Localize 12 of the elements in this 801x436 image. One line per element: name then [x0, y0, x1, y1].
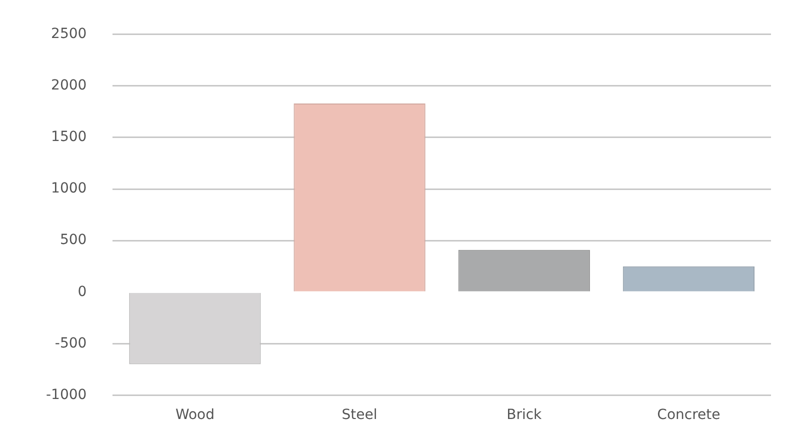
y-tick-label: 1000	[51, 180, 87, 197]
x-tick-label: Concrete	[657, 407, 720, 424]
y-tick-label: 2500	[51, 26, 87, 42]
x-tick-label: Brick	[506, 407, 543, 424]
x-tick-label: Steel	[342, 407, 378, 424]
y-tick-label: 0	[78, 284, 87, 300]
y-tick-label: 1500	[51, 129, 87, 146]
y-tick-label: -500	[54, 335, 87, 352]
y-tick-label: -1000	[46, 386, 87, 403]
y-tick-label: 2000	[51, 78, 87, 94]
x-tick-label: Wood	[175, 407, 214, 424]
y-tick-label: 500	[60, 232, 87, 248]
